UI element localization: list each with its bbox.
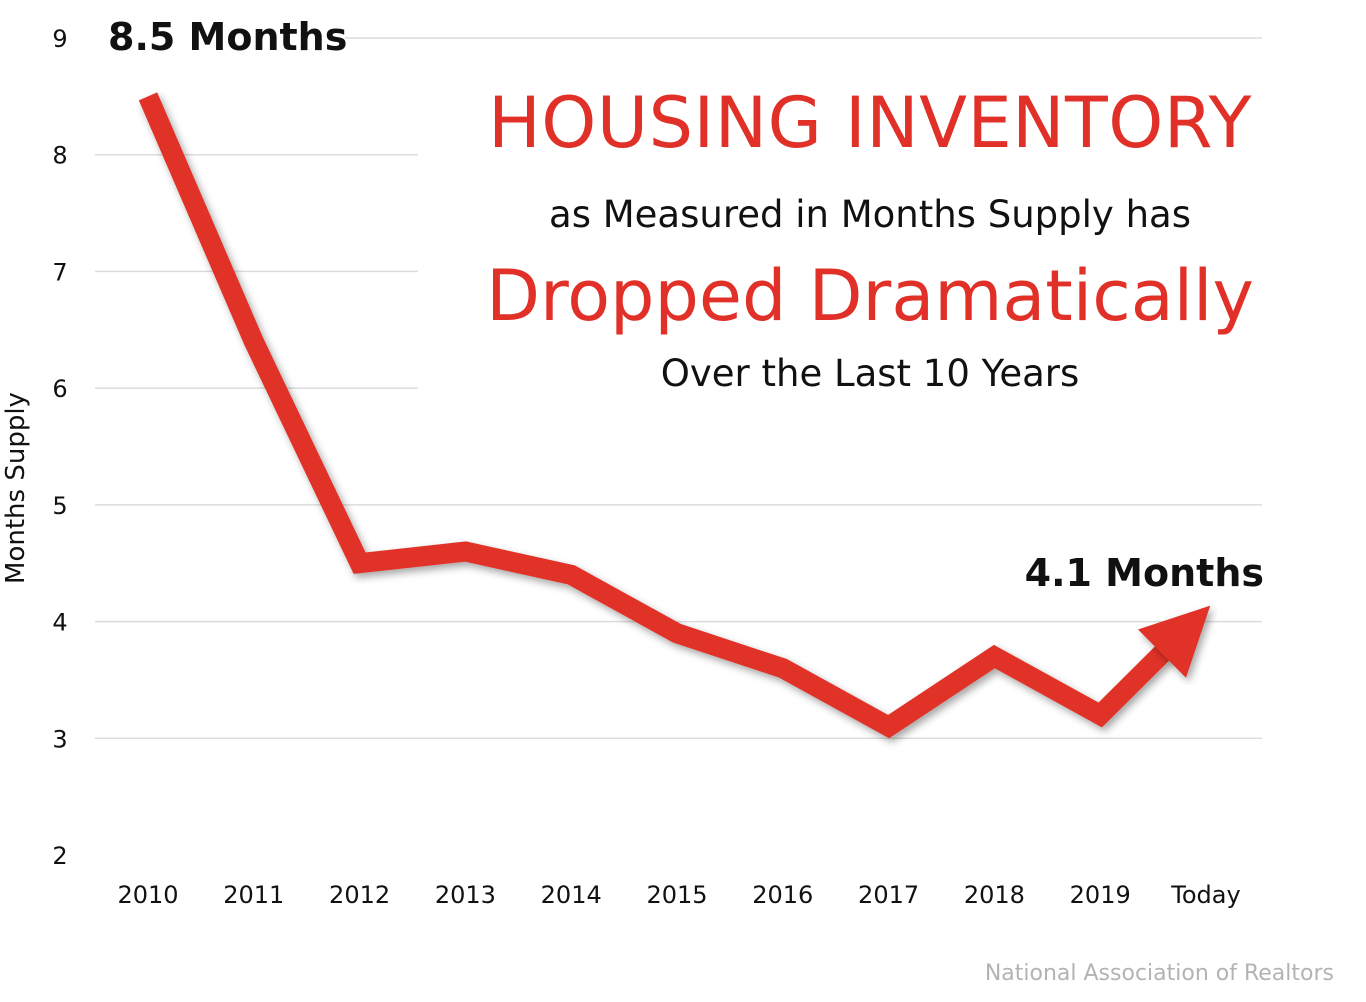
y-axis-ticks: 2 3 4 5 6 7 8 9: [52, 25, 67, 870]
y-tick-label: 3: [52, 725, 67, 753]
chart-title: HOUSING INVENTORY: [488, 82, 1252, 164]
chart-subtitle-emphasis: Dropped Dramatically: [486, 255, 1254, 337]
y-tick-label: 9: [52, 25, 67, 53]
gridlines: [95, 37, 1262, 740]
x-tick-label: 2010: [117, 881, 178, 909]
chart-subtitle-2: Over the Last 10 Years: [660, 352, 1080, 395]
chart-subtitle-1: as Measured in Months Supply has: [549, 193, 1191, 236]
x-tick-label: 2016: [752, 881, 813, 909]
y-tick-label: 6: [52, 375, 67, 403]
x-tick-label: 2014: [541, 881, 602, 909]
y-tick-label: 2: [52, 842, 67, 870]
x-tick-label: 2019: [1070, 881, 1131, 909]
x-tick-label: 2018: [964, 881, 1025, 909]
y-tick-label: 5: [52, 492, 67, 520]
x-tick-label: 2013: [435, 881, 496, 909]
y-tick-label: 4: [52, 609, 67, 637]
series-line: [138, 92, 1172, 739]
y-tick-label: 8: [52, 142, 67, 170]
x-axis-ticks: 2010 2011 2012 2013 2014 2015 2016 2017 2018 2019…: [117, 881, 1240, 909]
x-tick-label: 2015: [646, 881, 707, 909]
annotation-start: 8.5 Months: [108, 15, 347, 59]
x-tick-label: Today: [1170, 881, 1240, 909]
x-tick-label: 2017: [858, 881, 919, 909]
x-tick-label: 2011: [223, 881, 284, 909]
source-note: National Association of Realtors: [985, 961, 1334, 986]
y-axis-label: Months Supply: [1, 392, 31, 584]
x-tick-label: 2012: [329, 881, 390, 909]
series-arrowhead: [1138, 605, 1211, 678]
series-line-group: [138, 92, 1211, 739]
annotation-end: 4.1 Months: [1025, 551, 1264, 595]
y-tick-label: 7: [52, 258, 67, 286]
